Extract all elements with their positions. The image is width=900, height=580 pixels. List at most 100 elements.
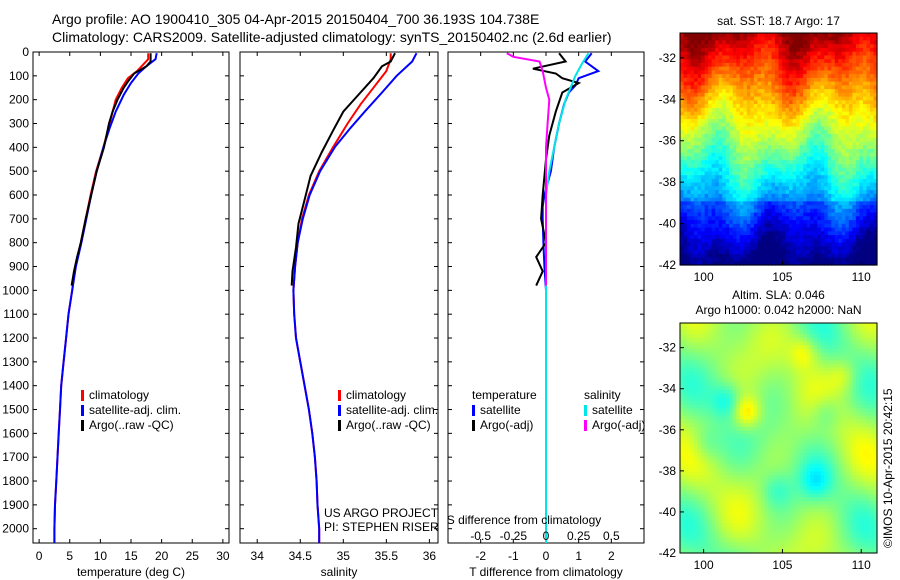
heatmap-cell [697, 231, 702, 236]
heatmap-cell [855, 393, 861, 398]
heatmap-cell [767, 227, 773, 232]
heatmap-cell [855, 141, 861, 146]
heatmap-cell [813, 85, 818, 90]
heatmap-cell [718, 149, 723, 154]
heatmap-cell [831, 70, 836, 75]
heatmap-cell [683, 77, 688, 83]
heatmap-cell [810, 330, 815, 335]
heatmap-cell [785, 36, 790, 42]
heatmap-cell [753, 341, 758, 346]
heatmap-cell [841, 227, 846, 232]
heatmap-cell [725, 66, 730, 72]
heatmap-cell [725, 89, 730, 94]
heatmap-cell [757, 250, 762, 255]
heatmap-cell [813, 126, 818, 131]
heatmap-cell [789, 197, 794, 202]
heatmap-cell [704, 149, 709, 154]
heatmap-cell [718, 44, 723, 49]
heatmap-cell [845, 107, 850, 113]
heatmap-cell [820, 382, 825, 387]
heatmap-cell [701, 70, 706, 75]
legend-label: climatology [89, 388, 149, 402]
heatmap-cell [785, 345, 790, 350]
heatmap-cell [704, 227, 709, 232]
heatmap-cell [708, 55, 713, 60]
heatmap-cell [694, 197, 699, 202]
heatmap-cell [683, 205, 688, 210]
heatmap-cell [680, 66, 685, 72]
heatmap-cell [722, 163, 727, 169]
heatmap-cell [852, 92, 857, 98]
heatmap-cell [708, 92, 713, 98]
heatmap-cell [683, 115, 688, 120]
heatmap-cell [845, 197, 850, 202]
heatmap-cell [701, 400, 706, 406]
heatmap-cell [789, 160, 794, 165]
heatmap-cell [862, 363, 868, 369]
heatmap-cell [704, 193, 709, 199]
heatmap-cell [701, 352, 706, 357]
heatmap-cell [690, 111, 695, 116]
heatmap-cell [831, 341, 836, 346]
heatmap-cell [834, 341, 839, 346]
heatmap-cell [701, 77, 706, 83]
x-tick-label: 15 [124, 549, 138, 563]
heatmap-cell [824, 400, 829, 406]
heatmap-cell [848, 201, 853, 206]
heatmap-cell [831, 100, 836, 105]
heatmap-cell [785, 378, 790, 383]
heatmap-cell [813, 178, 818, 184]
heatmap-cell [838, 242, 843, 247]
heatmap-cell [690, 367, 695, 372]
heatmap-cell [704, 337, 709, 343]
heatmap-cell [817, 104, 822, 109]
heatmap-cell [687, 66, 692, 72]
heatmap-cell [715, 201, 720, 206]
heatmap-cell [852, 36, 857, 42]
heatmap-cell [701, 122, 706, 128]
legend-swatch [81, 420, 84, 431]
heatmap-cell [718, 104, 723, 109]
heatmap-cell [718, 186, 723, 191]
heatmap-cell [687, 149, 692, 154]
heatmap-cell [799, 193, 804, 199]
heatmap-cell [792, 77, 797, 83]
heatmap-cell [764, 371, 769, 376]
heatmap-cell [827, 400, 832, 406]
heatmap-cell [711, 186, 716, 191]
heatmap-cell [736, 171, 741, 176]
heatmap-cell [732, 253, 737, 259]
heatmap-cell [803, 386, 808, 391]
heatmap-cell [869, 212, 875, 217]
heatmap-cell [799, 208, 804, 214]
heatmap-cell [789, 107, 794, 113]
heatmap-cell [873, 33, 878, 38]
heatmap-cell [841, 323, 846, 328]
heatmap-cell [764, 182, 769, 188]
heatmap-cell [831, 337, 836, 343]
heatmap-cell [866, 367, 871, 372]
map-frame [679, 32, 878, 266]
heatmap-cell [845, 393, 850, 398]
heatmap-cell [785, 96, 790, 101]
heatmap-cell [845, 400, 850, 406]
heatmap-cell [806, 345, 811, 350]
heatmap-cell [704, 175, 709, 180]
heatmap-cell [824, 104, 829, 109]
heatmap-cell [767, 107, 773, 113]
heatmap-cell [680, 137, 685, 143]
heatmap-cell [831, 345, 836, 350]
heatmap-cell [757, 326, 762, 332]
heatmap-cell [774, 81, 780, 86]
heatmap-cell [806, 220, 811, 225]
heatmap-cell [736, 119, 741, 124]
heatmap-cell [782, 167, 787, 173]
heatmap-cell [701, 330, 706, 335]
heatmap-cell [725, 389, 730, 395]
heatmap-cell [859, 66, 864, 72]
heatmap-cell [757, 156, 762, 161]
heatmap-cell [827, 220, 832, 225]
heatmap-cell [778, 261, 783, 266]
heatmap-cell [683, 85, 688, 90]
heatmap-cell [683, 186, 688, 191]
